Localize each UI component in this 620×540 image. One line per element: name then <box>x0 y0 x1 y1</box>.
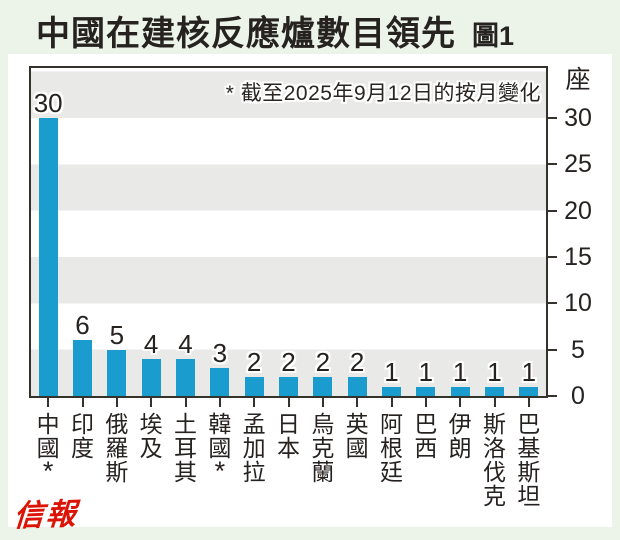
page-title: 中國在建核反應爐數目領先 <box>36 15 456 53</box>
bar <box>107 349 127 396</box>
bar <box>141 358 161 396</box>
bar-value-label: 1 <box>418 356 434 387</box>
x-tick <box>81 398 84 407</box>
category-label: 中國 * <box>36 411 60 486</box>
y-tick <box>548 395 557 397</box>
category-label: 伊朗 <box>448 411 472 461</box>
bar-value-label: 1 <box>452 356 468 387</box>
x-tick <box>253 398 256 407</box>
category-label: 埃及 <box>139 411 163 461</box>
bar <box>313 377 333 396</box>
y-tick <box>548 163 557 166</box>
x-tick <box>390 398 393 407</box>
plot-area: * 截至2025年9月12日的按月變化 30 6 5 4 4 3 2 2 2 2 1 1 1 1 1 <box>29 66 548 398</box>
bar <box>416 386 436 396</box>
header: 中國在建核反應爐數目領先 圖1 <box>36 6 616 53</box>
bar <box>73 340 92 396</box>
category-label: 俄羅斯 <box>105 411 129 485</box>
bar <box>176 358 195 396</box>
x-tick <box>47 398 50 407</box>
y-axis-unit-label: 座 <box>565 66 591 94</box>
category-label: 土耳其 <box>174 411 197 485</box>
y-tick-label: 30 <box>564 103 592 132</box>
category-label: 日本 <box>277 411 300 461</box>
figure-number-label: 圖1 <box>472 21 515 51</box>
bar <box>485 386 504 396</box>
bar-value-label: 6 <box>75 310 90 341</box>
category-label: 巴西 <box>414 411 438 461</box>
x-tick <box>321 398 324 407</box>
y-tick-label: 15 <box>564 242 592 271</box>
category-label: 阿根廷 <box>380 411 403 485</box>
y-tick <box>548 255 557 258</box>
bar <box>279 377 298 396</box>
bar-value-label: 5 <box>109 319 125 350</box>
x-tick <box>493 398 496 407</box>
category-label: 烏克蘭 <box>311 411 335 485</box>
category-label: 韓國 * <box>208 411 232 486</box>
bar <box>450 386 470 396</box>
footnote-annotation: * 截至2025年9月12日的按月變化 <box>225 82 541 105</box>
x-tick <box>218 398 221 407</box>
x-tick <box>184 398 187 407</box>
bar-value-label: 2 <box>281 347 296 378</box>
y-tick-label: 10 <box>564 289 592 318</box>
bar-value-label: 1 <box>384 356 399 387</box>
y-tick <box>548 348 557 351</box>
x-tick <box>356 398 359 407</box>
bar <box>244 377 264 396</box>
x-tick <box>459 398 462 407</box>
bar <box>382 386 401 396</box>
bar-value-label: 4 <box>178 328 193 359</box>
category-label: 孟加拉 <box>242 411 266 485</box>
y-tick-label: 0 <box>571 382 585 410</box>
bar <box>347 377 367 396</box>
y-tick <box>548 209 557 212</box>
bar <box>38 117 58 396</box>
bar <box>519 386 539 396</box>
bar-value-label: 2 <box>315 347 331 378</box>
publisher-logo: 信報 <box>12 496 80 535</box>
x-tick <box>424 398 427 407</box>
bar-value-label: 2 <box>246 347 262 378</box>
y-tick-label: 25 <box>564 150 592 179</box>
y-tick-label: 20 <box>564 196 592 225</box>
y-tick <box>548 116 557 119</box>
category-label: 英國 <box>345 411 369 461</box>
x-tick <box>115 398 118 407</box>
bar-value-label: 4 <box>143 328 159 359</box>
bar-value-label: 30 <box>33 87 63 118</box>
category-label: 巴基斯坦 <box>517 411 541 509</box>
y-tick <box>548 302 557 305</box>
x-tick <box>150 398 153 407</box>
category-label: 印度 <box>71 411 94 461</box>
bar-value-label: 1 <box>487 356 502 387</box>
x-tick <box>527 398 530 407</box>
bar-value-label: 3 <box>212 338 228 369</box>
bar-value-label: 1 <box>521 356 537 387</box>
y-tick-label: 5 <box>571 335 585 364</box>
bar-value-label: 2 <box>349 347 365 378</box>
x-tick <box>287 398 290 407</box>
category-label: 斯洛伐克 <box>483 411 506 509</box>
bar <box>210 368 230 396</box>
